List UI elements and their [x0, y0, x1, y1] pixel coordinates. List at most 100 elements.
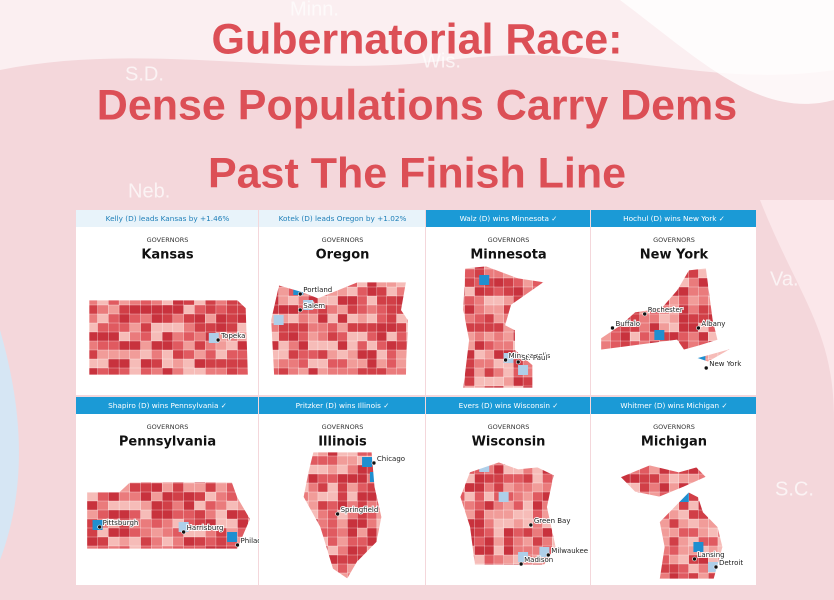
race-label: GOVERNORS — [322, 236, 364, 244]
county — [464, 313, 475, 324]
county — [194, 536, 206, 547]
county — [307, 313, 319, 324]
county — [215, 313, 228, 324]
state-map — [88, 300, 249, 375]
city-dot — [297, 291, 303, 297]
state-outline — [619, 464, 707, 498]
city-label: Buffalo — [615, 320, 640, 328]
county — [688, 500, 699, 511]
county — [288, 340, 299, 351]
county — [518, 552, 529, 562]
county — [539, 547, 550, 557]
city-label: Chicago — [377, 455, 405, 463]
race-label: GOVERNORS — [488, 423, 530, 431]
background-label: Neb. — [128, 180, 170, 202]
county — [493, 536, 505, 547]
county — [396, 331, 407, 342]
county — [183, 313, 195, 324]
county — [484, 331, 495, 342]
county — [522, 376, 534, 387]
county — [474, 295, 485, 306]
county — [620, 331, 631, 342]
county — [659, 473, 670, 484]
county — [347, 554, 358, 565]
background-shape — [0, 0, 834, 75]
county — [327, 536, 339, 547]
panel-header-bar — [76, 210, 258, 227]
county — [474, 473, 485, 484]
panel-header-bar — [76, 397, 258, 414]
county — [337, 545, 348, 556]
county — [161, 331, 174, 342]
city-dot — [545, 552, 551, 558]
county — [194, 313, 206, 324]
county — [118, 304, 131, 315]
county — [327, 464, 339, 475]
county — [678, 473, 690, 484]
county — [629, 331, 641, 342]
county — [464, 268, 475, 279]
county — [484, 536, 495, 547]
county — [172, 545, 185, 549]
county — [357, 304, 368, 315]
county — [678, 322, 690, 333]
county — [183, 491, 195, 502]
county — [327, 527, 339, 538]
county — [484, 367, 495, 378]
county — [172, 349, 185, 360]
county — [503, 482, 514, 493]
county — [215, 536, 228, 547]
county — [366, 295, 378, 306]
county — [347, 527, 358, 538]
county — [464, 385, 475, 388]
city-label: Madison — [524, 556, 553, 564]
county — [161, 527, 174, 538]
city-dot — [335, 511, 340, 517]
county — [183, 304, 195, 315]
background-label: Minn. — [290, 0, 339, 20]
panel-header-bar — [591, 397, 756, 414]
county — [317, 340, 329, 351]
county — [498, 492, 509, 502]
county — [347, 536, 358, 547]
county — [288, 331, 299, 342]
panel-header: Pritzker (D) wins Illinois ✓ — [296, 401, 390, 410]
county — [357, 536, 368, 547]
county — [678, 518, 690, 529]
county — [151, 340, 163, 351]
background-label: Wis. — [422, 50, 461, 72]
panel-header-bar — [426, 397, 590, 414]
county — [347, 286, 358, 297]
county — [493, 358, 505, 369]
county — [552, 536, 557, 547]
county — [140, 322, 152, 333]
city-dot — [528, 522, 534, 528]
county — [708, 527, 719, 538]
county — [522, 482, 534, 493]
state-outline — [88, 299, 249, 376]
state-panel: Pritzker (D) wins Illinois ✓ GOVERNORS Ill… — [259, 397, 425, 585]
county — [317, 464, 329, 475]
county — [347, 455, 358, 466]
county — [317, 473, 329, 484]
city-label: Salem — [303, 302, 325, 310]
county — [688, 331, 699, 342]
state-panel: Shapiro (D) wins Pennsylvania ✓ GOVERNORS… — [76, 397, 284, 585]
county — [307, 491, 319, 502]
county — [462, 385, 466, 388]
county — [503, 340, 514, 351]
county — [357, 349, 368, 360]
state-outline — [600, 267, 719, 351]
county — [317, 455, 329, 466]
county — [688, 295, 699, 306]
county — [307, 358, 319, 369]
county — [493, 545, 505, 556]
county — [205, 482, 217, 493]
county — [183, 545, 195, 549]
county — [86, 500, 98, 511]
county — [493, 482, 505, 493]
county — [205, 313, 217, 324]
county — [161, 545, 174, 549]
county — [118, 340, 131, 351]
city-label: St. Paul — [521, 354, 547, 362]
